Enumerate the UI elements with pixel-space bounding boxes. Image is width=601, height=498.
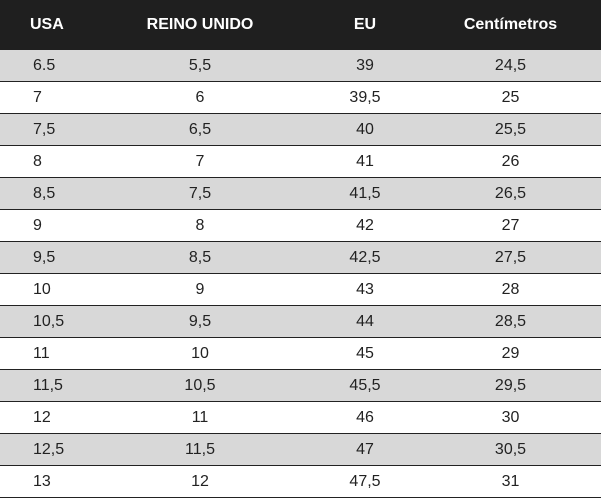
table-row: 9,5 8,5 42,5 27,5 — [0, 241, 601, 274]
cell-reino-unido: 11,5 — [90, 433, 310, 466]
cell-reino-unido: 5,5 — [90, 50, 310, 82]
cell-eu: 44 — [310, 305, 420, 338]
cell-reino-unido: 7 — [90, 145, 310, 178]
cell-centimetros: 27,5 — [420, 241, 601, 274]
cell-centimetros: 29,5 — [420, 369, 601, 402]
cell-eu: 39,5 — [310, 81, 420, 114]
cell-reino-unido: 9 — [90, 273, 310, 306]
table-row: 8 7 41 26 — [0, 145, 601, 178]
cell-usa: 9 — [0, 209, 90, 242]
cell-reino-unido: 8,5 — [90, 241, 310, 274]
cell-reino-unido: 12 — [90, 465, 310, 498]
table-row: 10,5 9,5 44 28,5 — [0, 305, 601, 338]
table-row: 12 11 46 30 — [0, 401, 601, 434]
cell-eu: 46 — [310, 401, 420, 434]
cell-reino-unido: 10 — [90, 337, 310, 370]
cell-usa: 7,5 — [0, 113, 90, 146]
cell-centimetros: 26,5 — [420, 177, 601, 210]
cell-usa: 11,5 — [0, 369, 90, 402]
table-row: 12,5 11,5 47 30,5 — [0, 433, 601, 466]
cell-usa: 12 — [0, 401, 90, 434]
cell-reino-unido: 6,5 — [90, 113, 310, 146]
column-header-reino-unido: REINO UNIDO — [90, 0, 310, 50]
cell-usa: 13 — [0, 465, 90, 498]
cell-reino-unido: 10,5 — [90, 369, 310, 402]
cell-reino-unido: 9,5 — [90, 305, 310, 338]
table-row: 7,5 6,5 40 25,5 — [0, 113, 601, 146]
column-header-usa: USA — [0, 0, 90, 50]
cell-reino-unido: 8 — [90, 209, 310, 242]
cell-eu: 39 — [310, 50, 420, 82]
cell-eu: 43 — [310, 273, 420, 306]
cell-usa: 10 — [0, 273, 90, 306]
cell-reino-unido: 11 — [90, 401, 310, 434]
table-row: 10 9 43 28 — [0, 273, 601, 306]
column-header-eu: EU — [310, 0, 420, 50]
table-body: 6.5 5,5 39 24,5 7 6 39,5 25 7,5 6,5 40 25,5 8 7 41 26 8,… — [0, 50, 601, 498]
cell-usa: 6.5 — [0, 50, 90, 82]
cell-usa: 12,5 — [0, 433, 90, 466]
cell-eu: 41 — [310, 145, 420, 178]
cell-eu: 45 — [310, 337, 420, 370]
cell-eu: 47,5 — [310, 465, 420, 498]
table-row: 7 6 39,5 25 — [0, 81, 601, 114]
cell-centimetros: 29 — [420, 337, 601, 370]
cell-usa: 9,5 — [0, 241, 90, 274]
cell-eu: 42,5 — [310, 241, 420, 274]
table-row: 13 12 47,5 31 — [0, 465, 601, 498]
table-row: 11 10 45 29 — [0, 337, 601, 370]
cell-centimetros: 25 — [420, 81, 601, 114]
cell-usa: 11 — [0, 337, 90, 370]
cell-eu: 42 — [310, 209, 420, 242]
table-header: USA REINO UNIDO EU Centímetros — [0, 0, 601, 50]
cell-eu: 41,5 — [310, 177, 420, 210]
table-row: 11,5 10,5 45,5 29,5 — [0, 369, 601, 402]
table-row: 8,5 7,5 41,5 26,5 — [0, 177, 601, 210]
cell-centimetros: 31 — [420, 465, 601, 498]
header-row: USA REINO UNIDO EU Centímetros — [0, 0, 601, 50]
cell-usa: 10,5 — [0, 305, 90, 338]
cell-usa: 8,5 — [0, 177, 90, 210]
cell-usa: 7 — [0, 81, 90, 114]
cell-centimetros: 24,5 — [420, 50, 601, 82]
cell-eu: 40 — [310, 113, 420, 146]
cell-eu: 47 — [310, 433, 420, 466]
cell-eu: 45,5 — [310, 369, 420, 402]
cell-centimetros: 25,5 — [420, 113, 601, 146]
cell-usa: 8 — [0, 145, 90, 178]
cell-centimetros: 30,5 — [420, 433, 601, 466]
column-header-centimetros: Centímetros — [420, 0, 601, 50]
cell-centimetros: 28,5 — [420, 305, 601, 338]
table-row: 6.5 5,5 39 24,5 — [0, 50, 601, 82]
table-row: 9 8 42 27 — [0, 209, 601, 242]
cell-reino-unido: 6 — [90, 81, 310, 114]
cell-reino-unido: 7,5 — [90, 177, 310, 210]
cell-centimetros: 27 — [420, 209, 601, 242]
cell-centimetros: 30 — [420, 401, 601, 434]
cell-centimetros: 26 — [420, 145, 601, 178]
cell-centimetros: 28 — [420, 273, 601, 306]
